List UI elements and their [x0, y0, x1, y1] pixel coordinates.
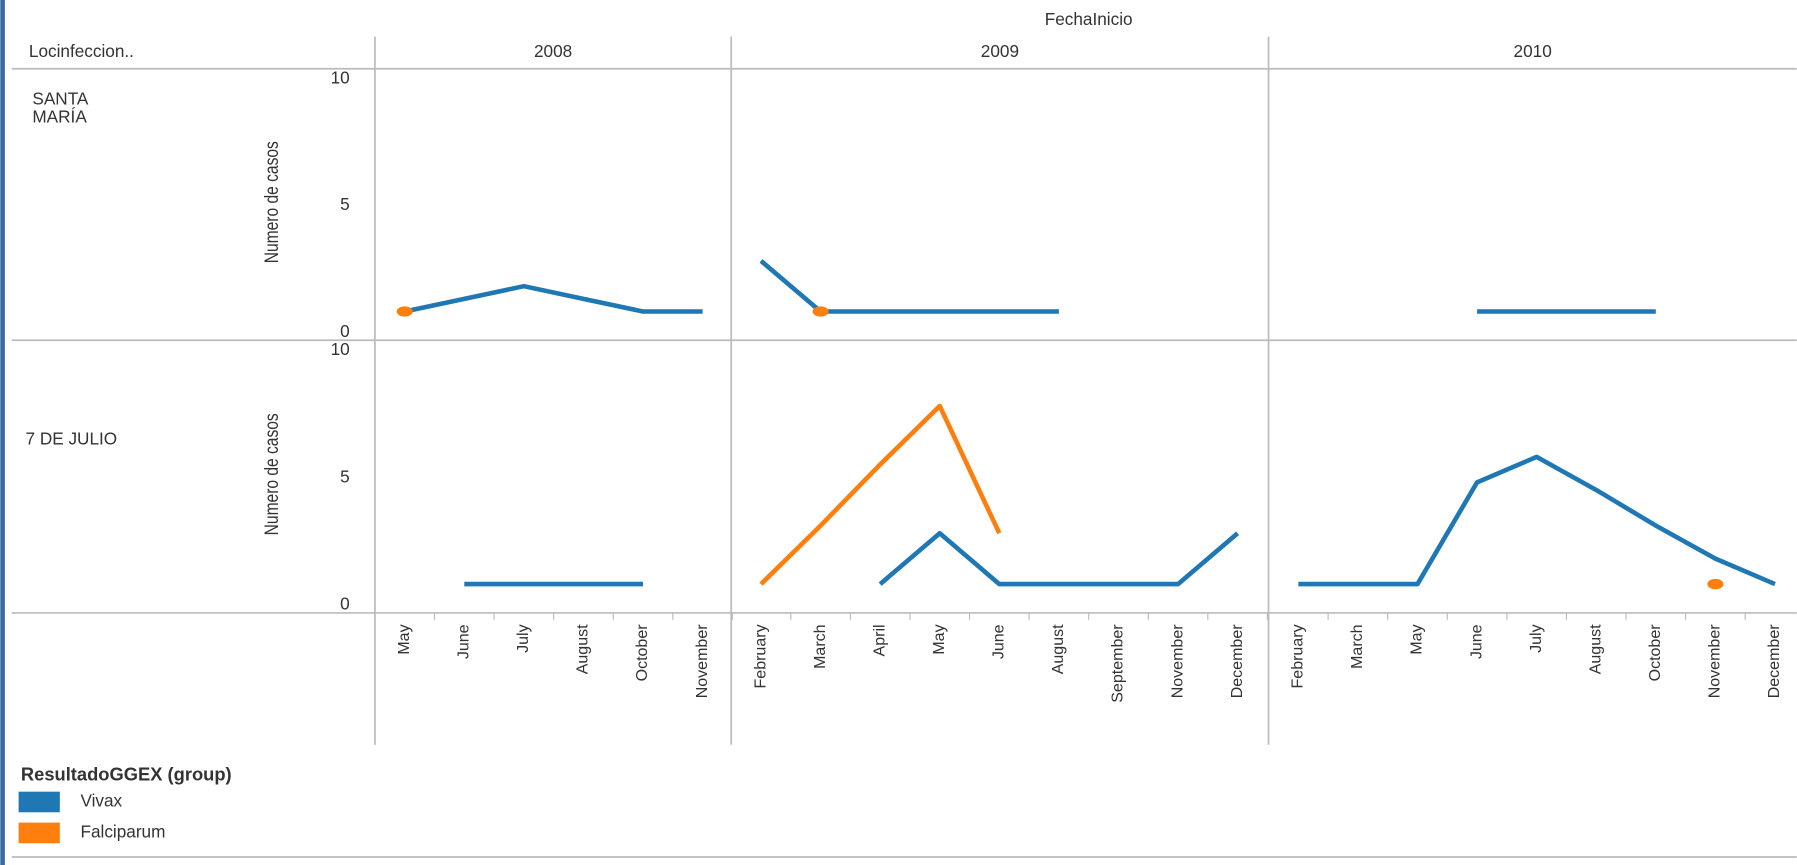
x-tick-label: June — [455, 624, 473, 659]
point — [812, 306, 829, 317]
column-title: FechaInicio — [1045, 9, 1133, 29]
line — [759, 259, 1059, 314]
x-tick-label: August — [1049, 624, 1067, 674]
legend-label: Falciparum — [80, 821, 165, 841]
row-label-box: 7 DE JULIO — [25, 430, 118, 450]
x-tick-label: October — [1646, 624, 1664, 682]
row-label-box: SANTA MARÍA — [32, 89, 88, 127]
y-tick-label: 10 — [331, 68, 350, 88]
row-label: SANTA MARÍA — [32, 89, 88, 127]
line — [1298, 454, 1776, 587]
x-tick-label: July — [514, 624, 532, 652]
point — [396, 306, 413, 317]
row-header: Locinfeccion.. — [29, 41, 134, 61]
legend-label: Vivax — [80, 791, 122, 811]
x-tick-label: June — [1467, 624, 1485, 659]
y-axis-title: Numero de casos — [260, 413, 282, 535]
x-tick-label: March — [1348, 624, 1366, 669]
x-tick-label: February — [751, 624, 769, 688]
x-tick-label: May — [930, 624, 948, 654]
y-tick-label: 5 — [340, 194, 350, 214]
column-label: 2010 — [1514, 41, 1552, 61]
x-tick-label: October — [633, 624, 651, 682]
x-tick-label: May — [1408, 624, 1426, 654]
x-tick-label: August — [1586, 624, 1604, 674]
x-tick-label: December — [1228, 624, 1246, 699]
line — [759, 403, 1002, 586]
y-tick-label: 10 — [331, 339, 350, 359]
legend-swatch — [18, 791, 60, 813]
x-tick-label: July — [1527, 624, 1545, 652]
x-tick-label: March — [811, 624, 829, 669]
line — [404, 283, 703, 314]
x-tick-label: May — [395, 624, 413, 654]
x-tick-label: November — [1706, 624, 1724, 699]
column-label: 2008 — [534, 41, 572, 61]
window-edge — [0, 0, 5, 865]
column-label: 2009 — [981, 41, 1019, 61]
row-label: 7 DE JULIO — [25, 430, 118, 450]
y-tick-label: 0 — [340, 593, 350, 613]
line — [878, 530, 1240, 587]
x-tick-label: November — [1168, 624, 1186, 699]
y-tick-label: 5 — [340, 466, 350, 486]
y-tick-label: 0 — [340, 321, 350, 341]
x-tick-label: December — [1765, 624, 1783, 699]
x-tick-label: February — [1289, 624, 1307, 688]
legend-swatch — [18, 822, 60, 844]
legend-title: ResultadoGGEX (group) — [21, 763, 232, 784]
x-tick-label: August — [574, 624, 592, 674]
x-tick-label: November — [693, 624, 711, 699]
x-tick-label: September — [1109, 624, 1127, 703]
x-tick-label: April — [870, 624, 888, 656]
y-axis-title: Numero de casos — [260, 141, 282, 263]
point — [1707, 578, 1724, 590]
x-tick-label: June — [990, 624, 1008, 659]
